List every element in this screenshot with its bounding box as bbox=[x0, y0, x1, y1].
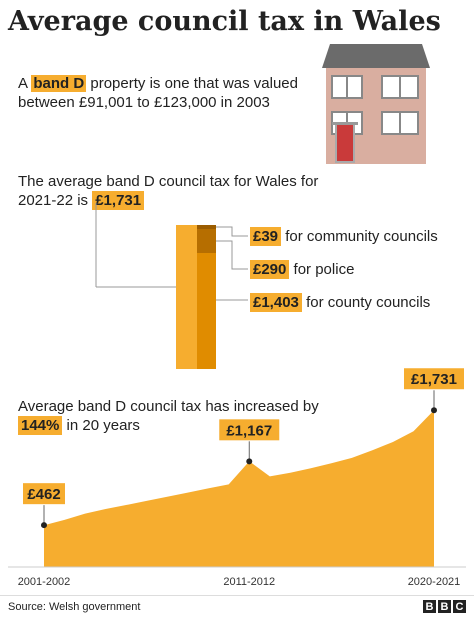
increase-rest: in 20 years bbox=[62, 417, 140, 434]
x-tick-label: 2011-2012 bbox=[223, 576, 275, 588]
x-tick-label: 2001-2002 bbox=[18, 576, 71, 588]
bar-police bbox=[197, 229, 216, 253]
intro-line-2: between £91,001 to £123,000 in 2003 bbox=[18, 94, 270, 111]
intro-rest: property is one that was valued bbox=[86, 75, 298, 92]
page-title: Average council tax in Wales bbox=[8, 6, 441, 37]
county-label: for county councils bbox=[306, 294, 431, 311]
data-point bbox=[246, 458, 253, 465]
bar-community bbox=[197, 225, 216, 229]
intro-prefix: A bbox=[18, 75, 32, 92]
police-amount: £290 bbox=[250, 260, 290, 279]
x-tick-label: 2020-2021 bbox=[408, 576, 461, 588]
area-series bbox=[44, 410, 434, 567]
average-line-1: The average band D council tax for Wales… bbox=[18, 173, 319, 190]
footer-divider bbox=[0, 595, 474, 596]
bbc-logo: B B C bbox=[423, 600, 466, 613]
point-label: £1,731 bbox=[411, 371, 457, 388]
police-label: for police bbox=[293, 261, 355, 278]
breakdown-police: £290 for police bbox=[250, 260, 354, 279]
breakdown-county: £1,403 for county councils bbox=[250, 293, 430, 312]
increase-line-1: Average band D council tax has increased… bbox=[18, 398, 319, 415]
intro-line-1: A band D property is one that was valued bbox=[18, 74, 298, 93]
total-badge: £1,731 bbox=[92, 191, 145, 210]
average-line-2: 2021-22 is £1,731 bbox=[18, 191, 145, 210]
point-label-bg bbox=[23, 483, 65, 505]
increase-line-2: 144% in 20 years bbox=[18, 416, 140, 435]
house-icon bbox=[322, 44, 430, 164]
point-label-bg bbox=[219, 419, 280, 441]
community-amount: £39 bbox=[250, 227, 282, 246]
average-prefix: 2021-22 is bbox=[18, 192, 93, 209]
point-label-bg bbox=[404, 368, 464, 390]
source-text: Source: Welsh government bbox=[8, 601, 141, 613]
point-label: £462 bbox=[27, 486, 60, 503]
data-point bbox=[41, 522, 47, 529]
breakdown-community: £39 for community councils bbox=[250, 227, 438, 246]
county-amount: £1,403 bbox=[250, 293, 302, 312]
band-d-highlight: band D bbox=[31, 75, 87, 92]
community-label: for community councils bbox=[285, 228, 438, 245]
point-label: £1,167 bbox=[226, 422, 272, 439]
data-point bbox=[431, 407, 437, 414]
bar-county bbox=[197, 253, 216, 369]
increase-pct: 144% bbox=[18, 416, 63, 435]
